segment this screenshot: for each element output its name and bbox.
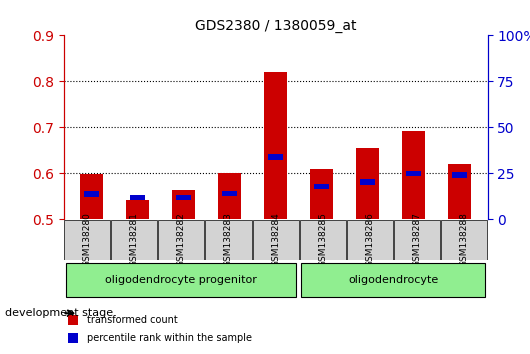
Text: GSM138285: GSM138285 <box>318 212 327 267</box>
Bar <box>130 195 145 200</box>
Text: GSM138282: GSM138282 <box>177 212 186 267</box>
Text: GSM138281: GSM138281 <box>130 212 139 267</box>
Bar <box>407 171 421 176</box>
Bar <box>80 175 103 219</box>
Bar <box>264 72 287 219</box>
Bar <box>84 192 99 197</box>
Bar <box>126 200 149 219</box>
Bar <box>68 315 78 325</box>
Bar <box>314 184 329 189</box>
Bar <box>222 191 237 196</box>
Bar <box>158 220 205 260</box>
Bar <box>402 131 426 219</box>
Text: oligodendrocyte progenitor: oligodendrocyte progenitor <box>105 275 257 285</box>
Text: GSM138287: GSM138287 <box>412 212 421 267</box>
Bar <box>66 263 296 297</box>
Text: development stage: development stage <box>5 308 113 318</box>
Text: GSM138284: GSM138284 <box>271 212 280 267</box>
Bar <box>206 220 252 260</box>
Text: GSM138283: GSM138283 <box>224 212 233 267</box>
Bar <box>68 333 78 343</box>
Bar <box>441 220 487 260</box>
Bar <box>252 220 299 260</box>
Bar <box>394 220 440 260</box>
Bar <box>218 173 241 219</box>
Bar <box>310 169 333 219</box>
Bar <box>268 154 283 160</box>
Bar <box>347 220 393 260</box>
Text: oligodendrocyte: oligodendrocyte <box>348 275 438 285</box>
Text: GSM138288: GSM138288 <box>460 212 469 267</box>
Bar <box>356 148 379 219</box>
Bar <box>172 190 195 219</box>
Bar <box>360 179 375 184</box>
Text: transformed count: transformed count <box>87 315 178 325</box>
Title: GDS2380 / 1380059_at: GDS2380 / 1380059_at <box>195 19 356 33</box>
Bar <box>453 172 467 178</box>
Text: GSM138286: GSM138286 <box>365 212 374 267</box>
Bar <box>64 220 110 260</box>
Bar <box>176 195 191 200</box>
Text: percentile rank within the sample: percentile rank within the sample <box>87 333 252 343</box>
Bar <box>301 263 485 297</box>
Bar <box>111 220 157 260</box>
Bar <box>448 164 472 219</box>
Text: GSM138280: GSM138280 <box>83 212 92 267</box>
Bar <box>299 220 346 260</box>
